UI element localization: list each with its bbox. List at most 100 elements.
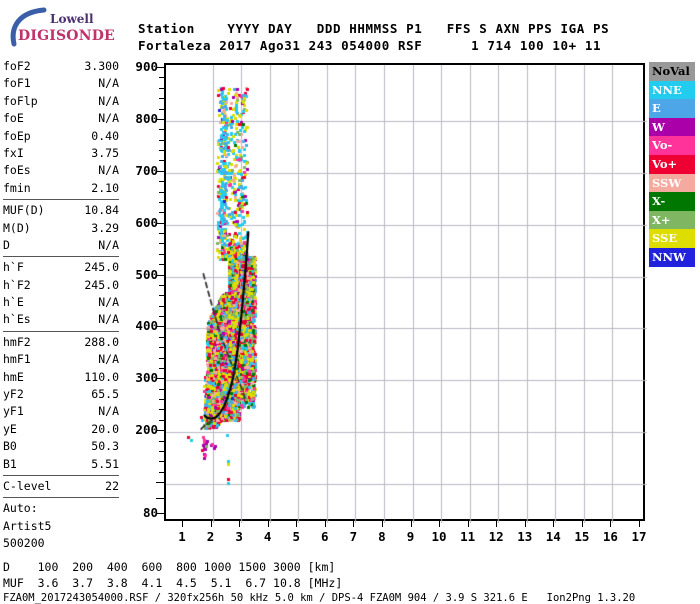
param-name: h`E xyxy=(3,295,24,310)
y-tick xyxy=(159,191,164,193)
param-name: yE xyxy=(3,421,17,436)
color-legend[interactable]: NoVal NNE E W Vo- Vo+ SSW X- X+ SSE NNW xyxy=(649,62,695,267)
param-value: 245.0 xyxy=(84,260,119,275)
legend-item-x-[interactable]: X+ xyxy=(649,210,695,230)
param-name: B1 xyxy=(3,456,17,471)
y-tick xyxy=(159,212,164,214)
y-tick xyxy=(159,201,164,203)
param-row: fxI 3.75 xyxy=(3,145,119,162)
x-tick xyxy=(353,521,354,527)
param-value: 20.0 xyxy=(91,421,119,436)
param-name: foF1 xyxy=(3,76,31,91)
y-tick xyxy=(159,160,164,162)
param-name: fmin xyxy=(3,180,31,195)
param-value: N/A xyxy=(98,163,119,178)
y-tick xyxy=(159,419,164,421)
y-tick xyxy=(159,450,164,452)
y-tick xyxy=(156,497,164,499)
y-tick xyxy=(159,409,164,411)
y-tick xyxy=(159,253,164,255)
x-tick-label: 16 xyxy=(602,529,618,544)
param-value: 3.75 xyxy=(91,145,119,160)
y-tick xyxy=(159,77,164,79)
param-value: N/A xyxy=(98,404,119,419)
param-value: 2.10 xyxy=(91,180,119,195)
y-tick xyxy=(156,482,164,483)
param-row: D N/A xyxy=(3,237,119,254)
param-name: B0 xyxy=(3,439,17,454)
legend-item-sse[interactable]: SSE xyxy=(649,229,695,248)
y-tick xyxy=(156,513,164,514)
legend-item-noval[interactable]: NoVal xyxy=(649,62,695,81)
x-tick xyxy=(296,521,297,527)
param-name: h`Es xyxy=(3,312,31,327)
param-row: foF1 N/A xyxy=(3,75,119,92)
y-tick xyxy=(156,326,164,328)
x-tick xyxy=(411,521,412,527)
x-tick xyxy=(582,521,583,527)
y-tick xyxy=(156,378,164,380)
legend-item-e[interactable]: E xyxy=(649,99,695,118)
ionogram-parameters-panel: foF2 3.300 foF1 N/A foFlp N/A foE N/A foEp 0.40 fx… xyxy=(3,58,119,553)
y-tick xyxy=(159,461,164,463)
param-value: 22 xyxy=(105,478,119,493)
y-tick xyxy=(159,181,164,183)
legend-item-nne[interactable]: NNE xyxy=(649,80,695,100)
y-tick xyxy=(159,233,164,234)
legend-item-vo-[interactable]: Vo- xyxy=(649,136,695,155)
param-row: h`F 245.0 xyxy=(3,259,119,276)
y-tick xyxy=(159,347,164,349)
param-value: N/A xyxy=(98,352,119,367)
x-tick-label: 7 xyxy=(349,529,358,544)
y-tick xyxy=(159,295,164,297)
y-tick xyxy=(159,129,164,131)
param-value: 5.51 xyxy=(91,456,119,471)
legend-item-nnw[interactable]: NNW xyxy=(649,247,695,267)
param-row: h`E N/A xyxy=(3,294,119,311)
param-value: 65.5 xyxy=(91,387,119,402)
x-tick-label: 13 xyxy=(517,529,533,544)
x-tick xyxy=(610,521,611,527)
y-tick-label: 400 xyxy=(135,318,158,334)
legend-item-vo-[interactable]: Vo+ xyxy=(649,154,695,174)
param-value: 288.0 xyxy=(84,334,119,349)
header-labels-row: Station YYYY DAY DDD HHMMSS P1 FFS S AXN… xyxy=(138,21,610,36)
param-value: 110.0 xyxy=(84,369,119,384)
param-name: hmF1 xyxy=(3,352,31,367)
x-tick-label: 17 xyxy=(631,529,647,544)
legend-item-ssw[interactable]: SSW xyxy=(649,173,695,193)
param-name: M(D) xyxy=(3,220,31,235)
y-tick-label: 700 xyxy=(135,162,158,178)
y-tick xyxy=(159,305,164,307)
logo-arc-icon xyxy=(10,7,47,47)
param-row: h`F2 245.0 xyxy=(3,277,119,294)
param-row: hmF1 N/A xyxy=(3,351,119,368)
logo-lowell-text: Lowell xyxy=(50,12,94,26)
legend-item-x-[interactable]: X- xyxy=(649,192,695,211)
x-tick xyxy=(439,521,440,527)
x-tick xyxy=(553,521,554,527)
y-tick xyxy=(159,388,164,390)
header-values-row: Fortaleza 2017 Ago31 243 054000 RSF 1 71… xyxy=(138,38,602,53)
y-tick xyxy=(156,118,164,120)
param-value: N/A xyxy=(98,312,119,327)
footer-muf-row: MUF 3.6 3.7 3.8 4.1 4.5 5.1 6.7 10.8 [MH… xyxy=(3,576,343,590)
y-tick xyxy=(159,440,164,442)
param-name: C-level xyxy=(3,478,52,493)
param-row: h`Es N/A xyxy=(3,311,119,328)
y-tick xyxy=(159,98,164,100)
x-tick-label: 6 xyxy=(321,529,329,544)
ionogram-plot-area[interactable] xyxy=(164,63,647,523)
x-tick-label: 2 xyxy=(206,529,215,544)
param-value: N/A xyxy=(98,93,119,108)
param-group-divider xyxy=(3,199,119,201)
param-row: fmin 2.10 xyxy=(3,180,119,197)
y-tick xyxy=(156,67,164,68)
y-tick xyxy=(156,274,164,276)
y-tick-label: 500 xyxy=(135,266,158,282)
legend-item-w[interactable]: W xyxy=(649,117,695,137)
param-group-divider xyxy=(3,497,119,499)
x-tick xyxy=(525,521,526,527)
auto-label: Auto: xyxy=(3,501,38,516)
x-tick-label: 4 xyxy=(263,529,272,544)
